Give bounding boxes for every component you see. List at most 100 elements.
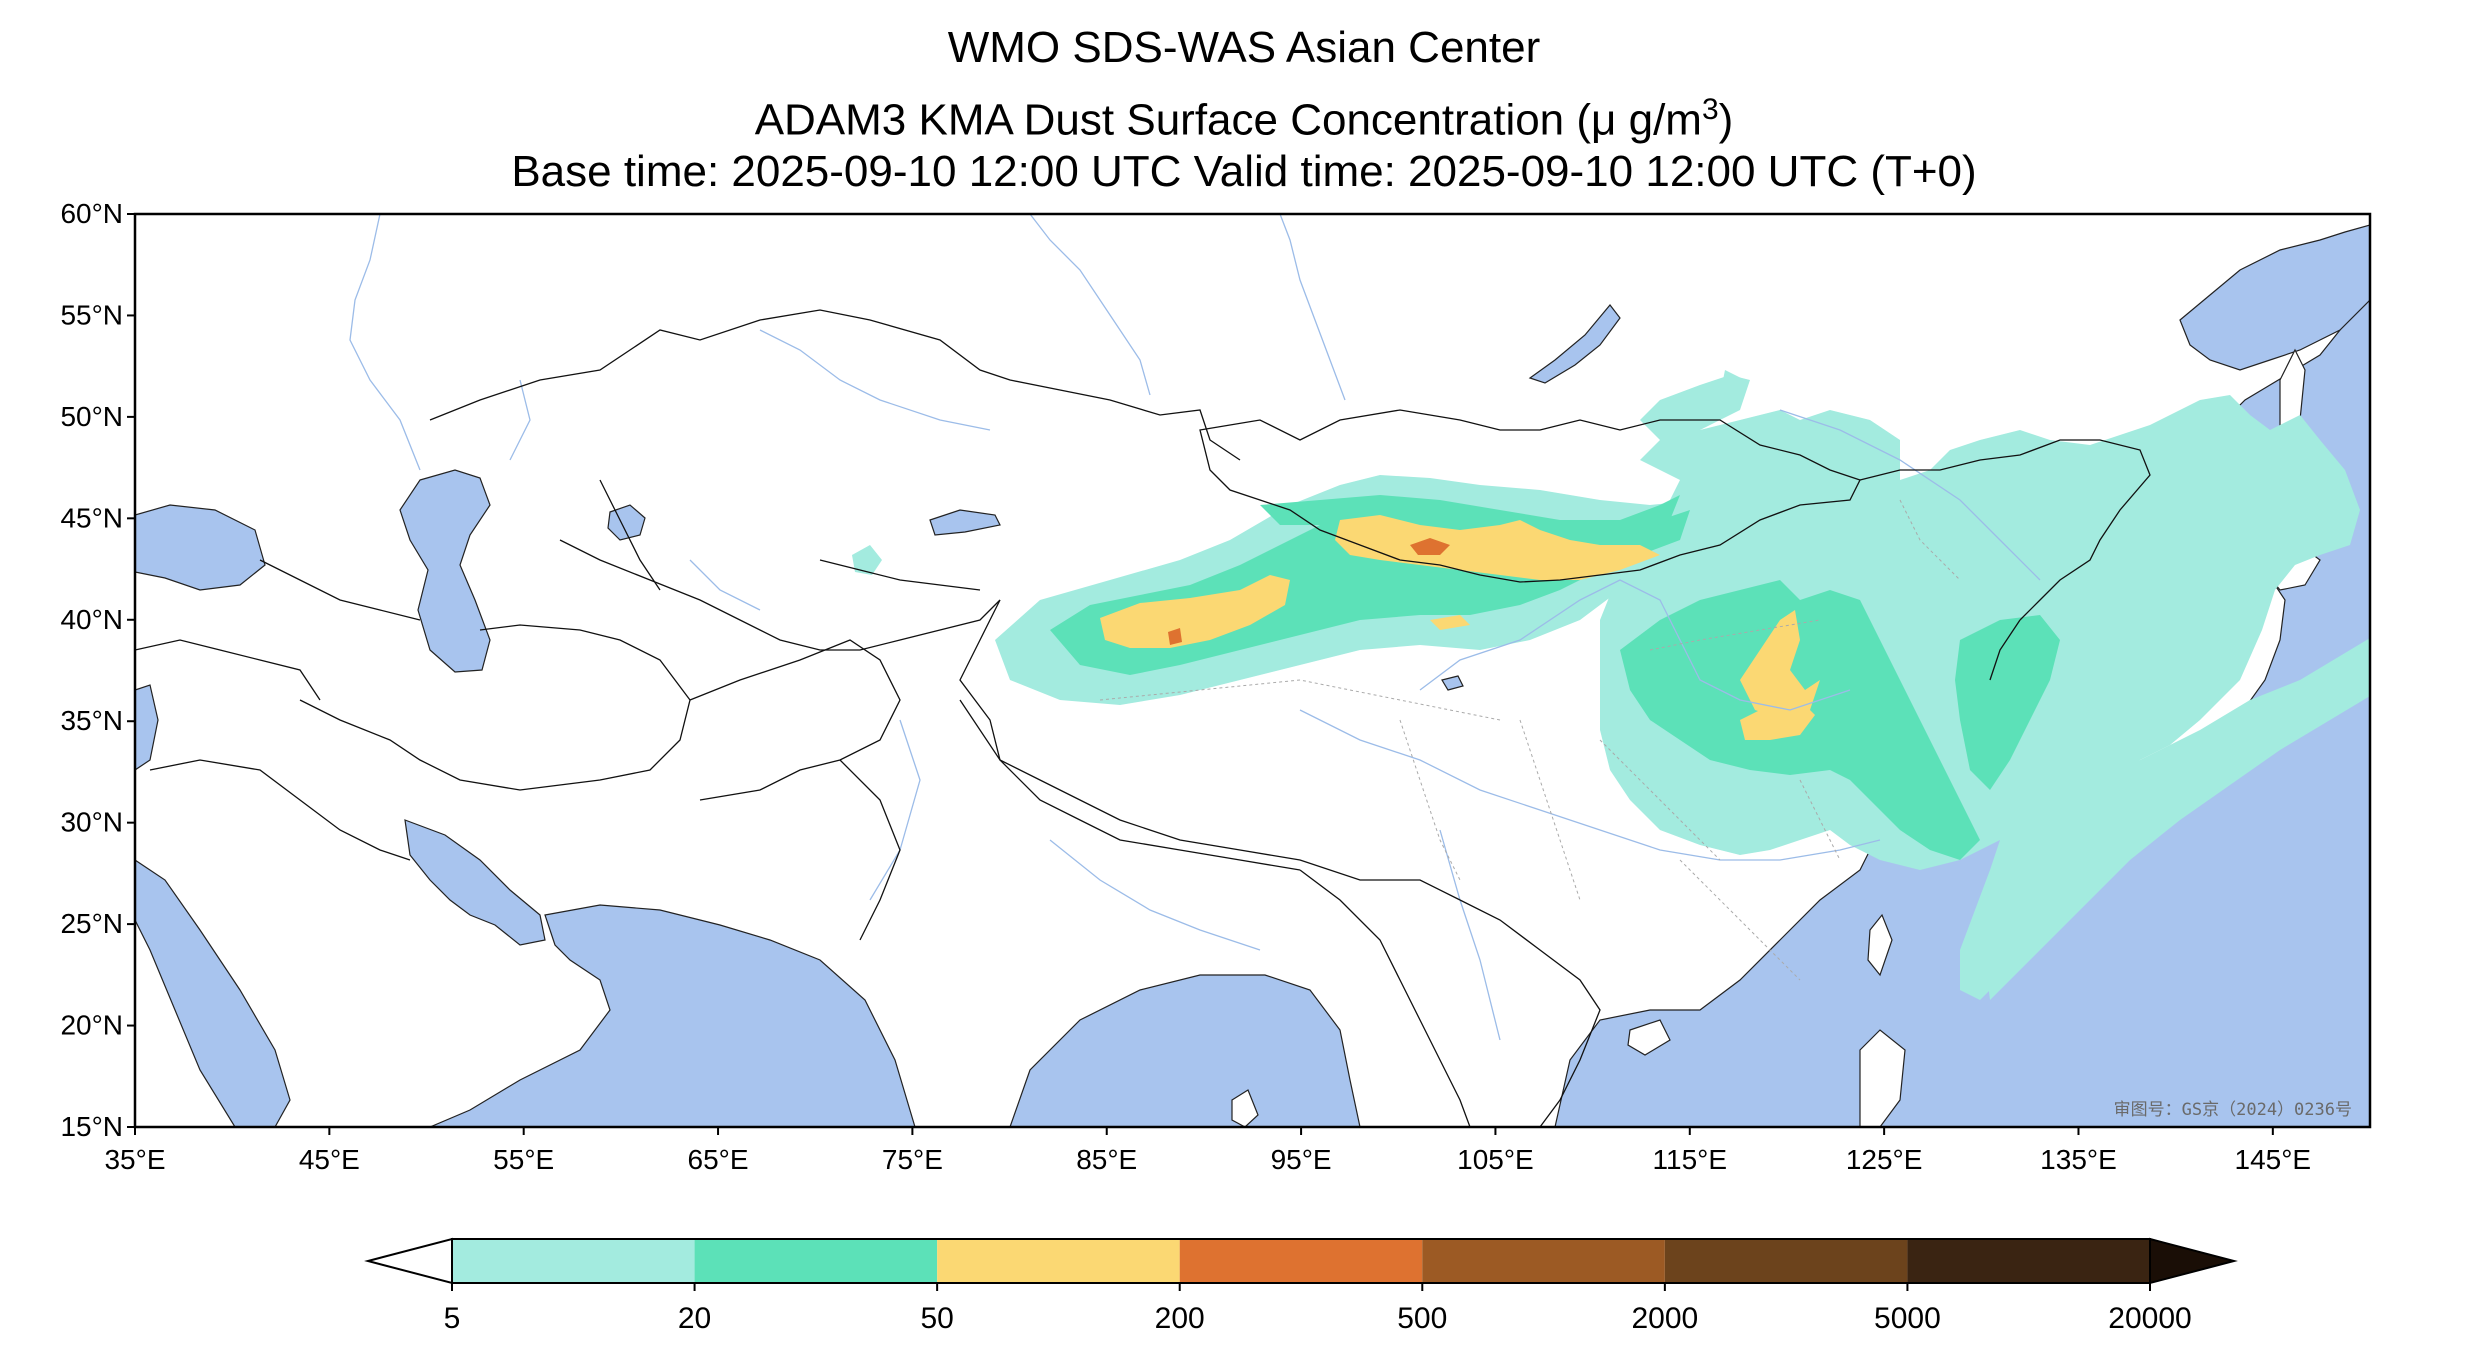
river-volga [349, 214, 421, 471]
dust-200-core-2 [1168, 628, 1182, 645]
dust-50-gobi [1335, 515, 1660, 580]
korea-border [1989, 619, 2021, 681]
hainan-island [1627, 1019, 1671, 1056]
province-line-4 [1599, 739, 1721, 861]
approval-stamp: 审图号：GS京（2024）0236号 [2114, 1100, 2352, 1120]
rivers [349, 214, 2041, 1041]
red-sea [135, 859, 291, 1127]
river-yangtze [1299, 709, 1881, 861]
kazakh-russia-border [429, 309, 1241, 461]
lon-tick-label: 55°E [493, 1144, 554, 1175]
colorbar-label: 2000 [1631, 1302, 1698, 1335]
subtitle-prefix: ADAM3 KMA Dust Surface Concentration ( [754, 95, 1592, 145]
iran-border [299, 624, 691, 791]
colorbar-label: 500 [1397, 1302, 1447, 1335]
dust-50-small [1430, 615, 1470, 630]
lat-tick-label: 25°N [60, 908, 123, 939]
dust-contours [852, 370, 2370, 1000]
river-ob [1029, 214, 1151, 396]
colorbar-under-arrow [364, 1237, 453, 1285]
time-info: Base time: 2025-09-10 12:00 UTC Valid ti… [511, 147, 1977, 196]
colorbar-cell [1422, 1239, 1665, 1283]
province-line-6 [1679, 859, 1801, 981]
colorbar-cells [451, 1238, 2151, 1284]
lon-tick-label: 45°E [299, 1144, 360, 1175]
colorbar-cell [1664, 1239, 1908, 1283]
lat-tick-label: 15°N [60, 1111, 123, 1142]
lon-tick-label: 85°E [1076, 1144, 1137, 1175]
river-ganges [1049, 839, 1261, 951]
colorbar-label: 20000 [2108, 1302, 2191, 1335]
province-borders [1099, 499, 1961, 981]
colorbar-cell [452, 1239, 695, 1283]
dust-50-taklamakan [1100, 575, 1290, 648]
lon-tick-label: 115°E [1653, 1144, 1728, 1175]
lat-tick-label: 45°N [60, 502, 123, 533]
lat-tick-label: 20°N [60, 1010, 123, 1041]
map-subtitle: ADAM3 KMA Dust Surface Concentration (μ … [0, 84, 2488, 147]
river-yenisei [1279, 214, 1346, 401]
colorbar: 5 20 50 200 500 2000 5000 20000 [364, 1237, 2238, 1335]
longitude-axis: 35°E 45°E 55°E 65°E 75°E 85°E 95°E 105°E 115°E 12… [104, 1127, 2311, 1175]
river-indus [869, 719, 921, 901]
lon-tick-label: 135°E [2040, 1144, 2117, 1175]
river-irtysh [759, 329, 991, 431]
lat-tick-label: 35°N [60, 705, 123, 736]
colorbar-label: 200 [1155, 1302, 1205, 1335]
colorbar-label: 20 [678, 1302, 711, 1335]
india-pakistan-border [839, 759, 901, 941]
unit-exponent: 3 [1701, 93, 1719, 126]
colorbar-over-arrow [2149, 1237, 2238, 1285]
colorbar-cell [937, 1239, 1180, 1283]
colorbar-label: 5000 [1874, 1302, 1941, 1335]
china-northeast-border [1859, 439, 2151, 621]
dust-5-pacific [1985, 638, 2370, 1000]
dust-200-core-1 [1410, 538, 1450, 555]
mediterranean [135, 684, 159, 771]
sea-of-okhotsk [2179, 224, 2370, 371]
lat-tick-label: 60°N [60, 198, 123, 229]
taiwan-island [1867, 913, 1893, 977]
map-title: WMO SDS-WAS Asian Center [947, 23, 1541, 72]
black-sea [135, 504, 266, 591]
china-west-border [959, 599, 1461, 901]
province-line-8 [1899, 499, 1961, 581]
unit-g: g/m [1616, 95, 1702, 145]
lake-balkhash [929, 509, 1001, 536]
lat-tick-label: 50°N [60, 401, 123, 432]
central-asia-borders [559, 539, 1001, 651]
dust-5-corner [1720, 370, 1745, 400]
lon-tick-label: 75°E [882, 1144, 943, 1175]
arabian-sea [429, 904, 916, 1127]
lon-tick-label: 95°E [1271, 1144, 1332, 1175]
province-line-5 [1649, 619, 1821, 651]
province-line-7 [1799, 779, 1841, 861]
province-line-3 [1519, 719, 1581, 901]
colorbar-label: 5 [444, 1302, 461, 1335]
colorbar-label: 50 [920, 1302, 953, 1335]
kyrgyz-border [819, 559, 981, 591]
caucasus-border [259, 559, 421, 621]
province-line-1 [1099, 679, 1501, 721]
persian-gulf [404, 819, 546, 946]
bay-of-bengal [1009, 974, 1361, 1127]
caspian-sea [399, 469, 491, 673]
dust-20-north [1260, 495, 1680, 545]
map-area: 审图号：GS京（2024）0236号 [135, 214, 2370, 1127]
lon-tick-label: 35°E [104, 1144, 165, 1175]
mongolia-border [1199, 409, 1861, 583]
lat-tick-label: 30°N [60, 807, 123, 838]
dust-50-loess [1740, 700, 1815, 740]
afghanistan-border [689, 639, 901, 801]
river-amur [1779, 409, 2041, 581]
uzbek-border [599, 479, 661, 591]
sri-lanka-island [1231, 1089, 1259, 1127]
colorbar-cell [1907, 1239, 2150, 1283]
river-yellow [1419, 579, 1851, 711]
lon-tick-label: 125°E [1846, 1144, 1923, 1175]
lon-tick-label: 145°E [2235, 1144, 2312, 1175]
lat-tick-label: 55°N [60, 299, 123, 330]
unit-mu: μ [1591, 95, 1617, 145]
colorbar-labels: 5 20 50 200 500 2000 5000 20000 [444, 1283, 2192, 1335]
